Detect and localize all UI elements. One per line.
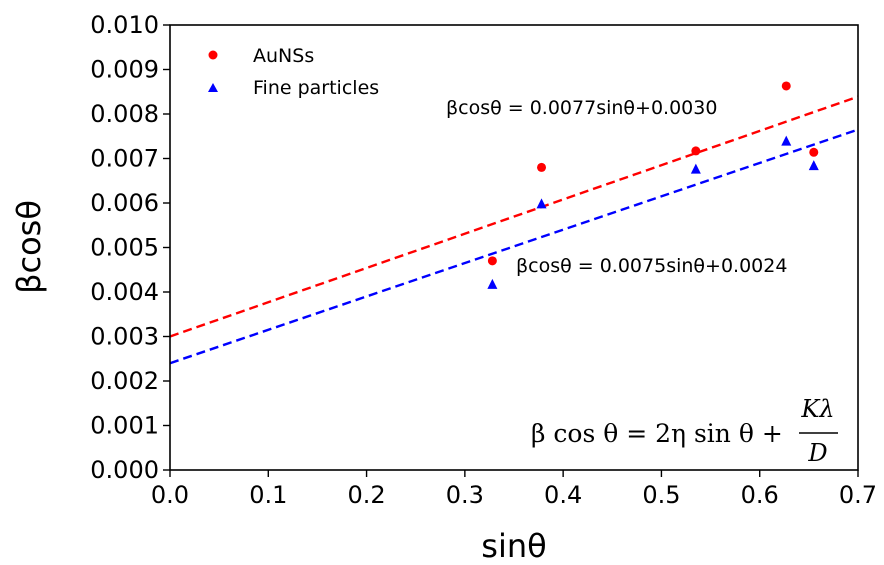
y-tick-label: 0.000 [90, 456, 159, 484]
fit-lines [169, 95, 859, 365]
x-tick-label: 0.5 [642, 481, 680, 509]
point-fine-particles [690, 163, 701, 174]
y-tick-label: 0.008 [90, 100, 159, 128]
y-tick-label: 0.002 [90, 367, 159, 395]
x-tick-label: 0.6 [741, 481, 779, 509]
x-tick-label: 0.3 [446, 481, 484, 509]
point-fine-particles [487, 278, 498, 289]
fit-label-aunss: βcosθ = 0.0077sinθ+0.0030 [446, 97, 717, 119]
y-tick-label: 0.010 [90, 11, 159, 39]
y-axis-title: βcosθ [10, 200, 48, 294]
point-aunss [487, 256, 497, 266]
y-tick-label: 0.004 [90, 278, 159, 306]
equation-lhs: β cos θ = 2η sin θ + [531, 419, 783, 448]
equation-denominator: D [807, 439, 827, 467]
point-aunss [537, 162, 547, 172]
point-aunss [809, 147, 819, 157]
fit-line-fine-particles [169, 128, 859, 365]
x-axis-title: sinθ [481, 527, 546, 565]
legend-marker-fine-particles [208, 83, 218, 92]
legend-marker-aunss [208, 50, 218, 60]
point-fine-particles [536, 198, 547, 209]
point-aunss [781, 81, 791, 91]
legend: AuNSs Fine particles [208, 45, 379, 99]
y-tick-label: 0.007 [90, 145, 159, 173]
point-aunss [691, 146, 701, 156]
fit-line-aunss [169, 95, 859, 338]
equation-numerator: Kλ [800, 395, 834, 423]
y-tick-label: 0.001 [90, 412, 159, 440]
x-tick-label: 0.2 [347, 481, 385, 509]
y-tick-label: 0.005 [90, 234, 159, 262]
x-tick-label: 0.7 [839, 481, 877, 509]
legend-label-fine-particles: Fine particles [253, 77, 379, 99]
y-axis: 0.000 0.001 0.002 0.003 0.004 0.005 0.006 0.007… [90, 11, 170, 484]
y-tick-label: 0.006 [90, 189, 159, 217]
legend-label-aunss: AuNSs [253, 45, 314, 67]
data-points [487, 81, 819, 289]
x-axis: 0.0 0.1 0.2 0.3 0.4 0.5 0.6 0.7 [151, 470, 877, 509]
x-tick-label: 0.0 [151, 481, 189, 509]
point-fine-particles [808, 160, 819, 171]
y-tick-label: 0.003 [90, 323, 159, 351]
scherrer-equation: β cos θ = 2η sin θ + Kλ D [531, 395, 838, 467]
y-tick-label: 0.009 [90, 56, 159, 84]
x-tick-label: 0.4 [544, 481, 582, 509]
fit-label-fine-particles: βcosθ = 0.0075sinθ+0.0024 [516, 255, 787, 277]
point-fine-particles [781, 135, 792, 146]
x-tick-label: 0.1 [249, 481, 287, 509]
